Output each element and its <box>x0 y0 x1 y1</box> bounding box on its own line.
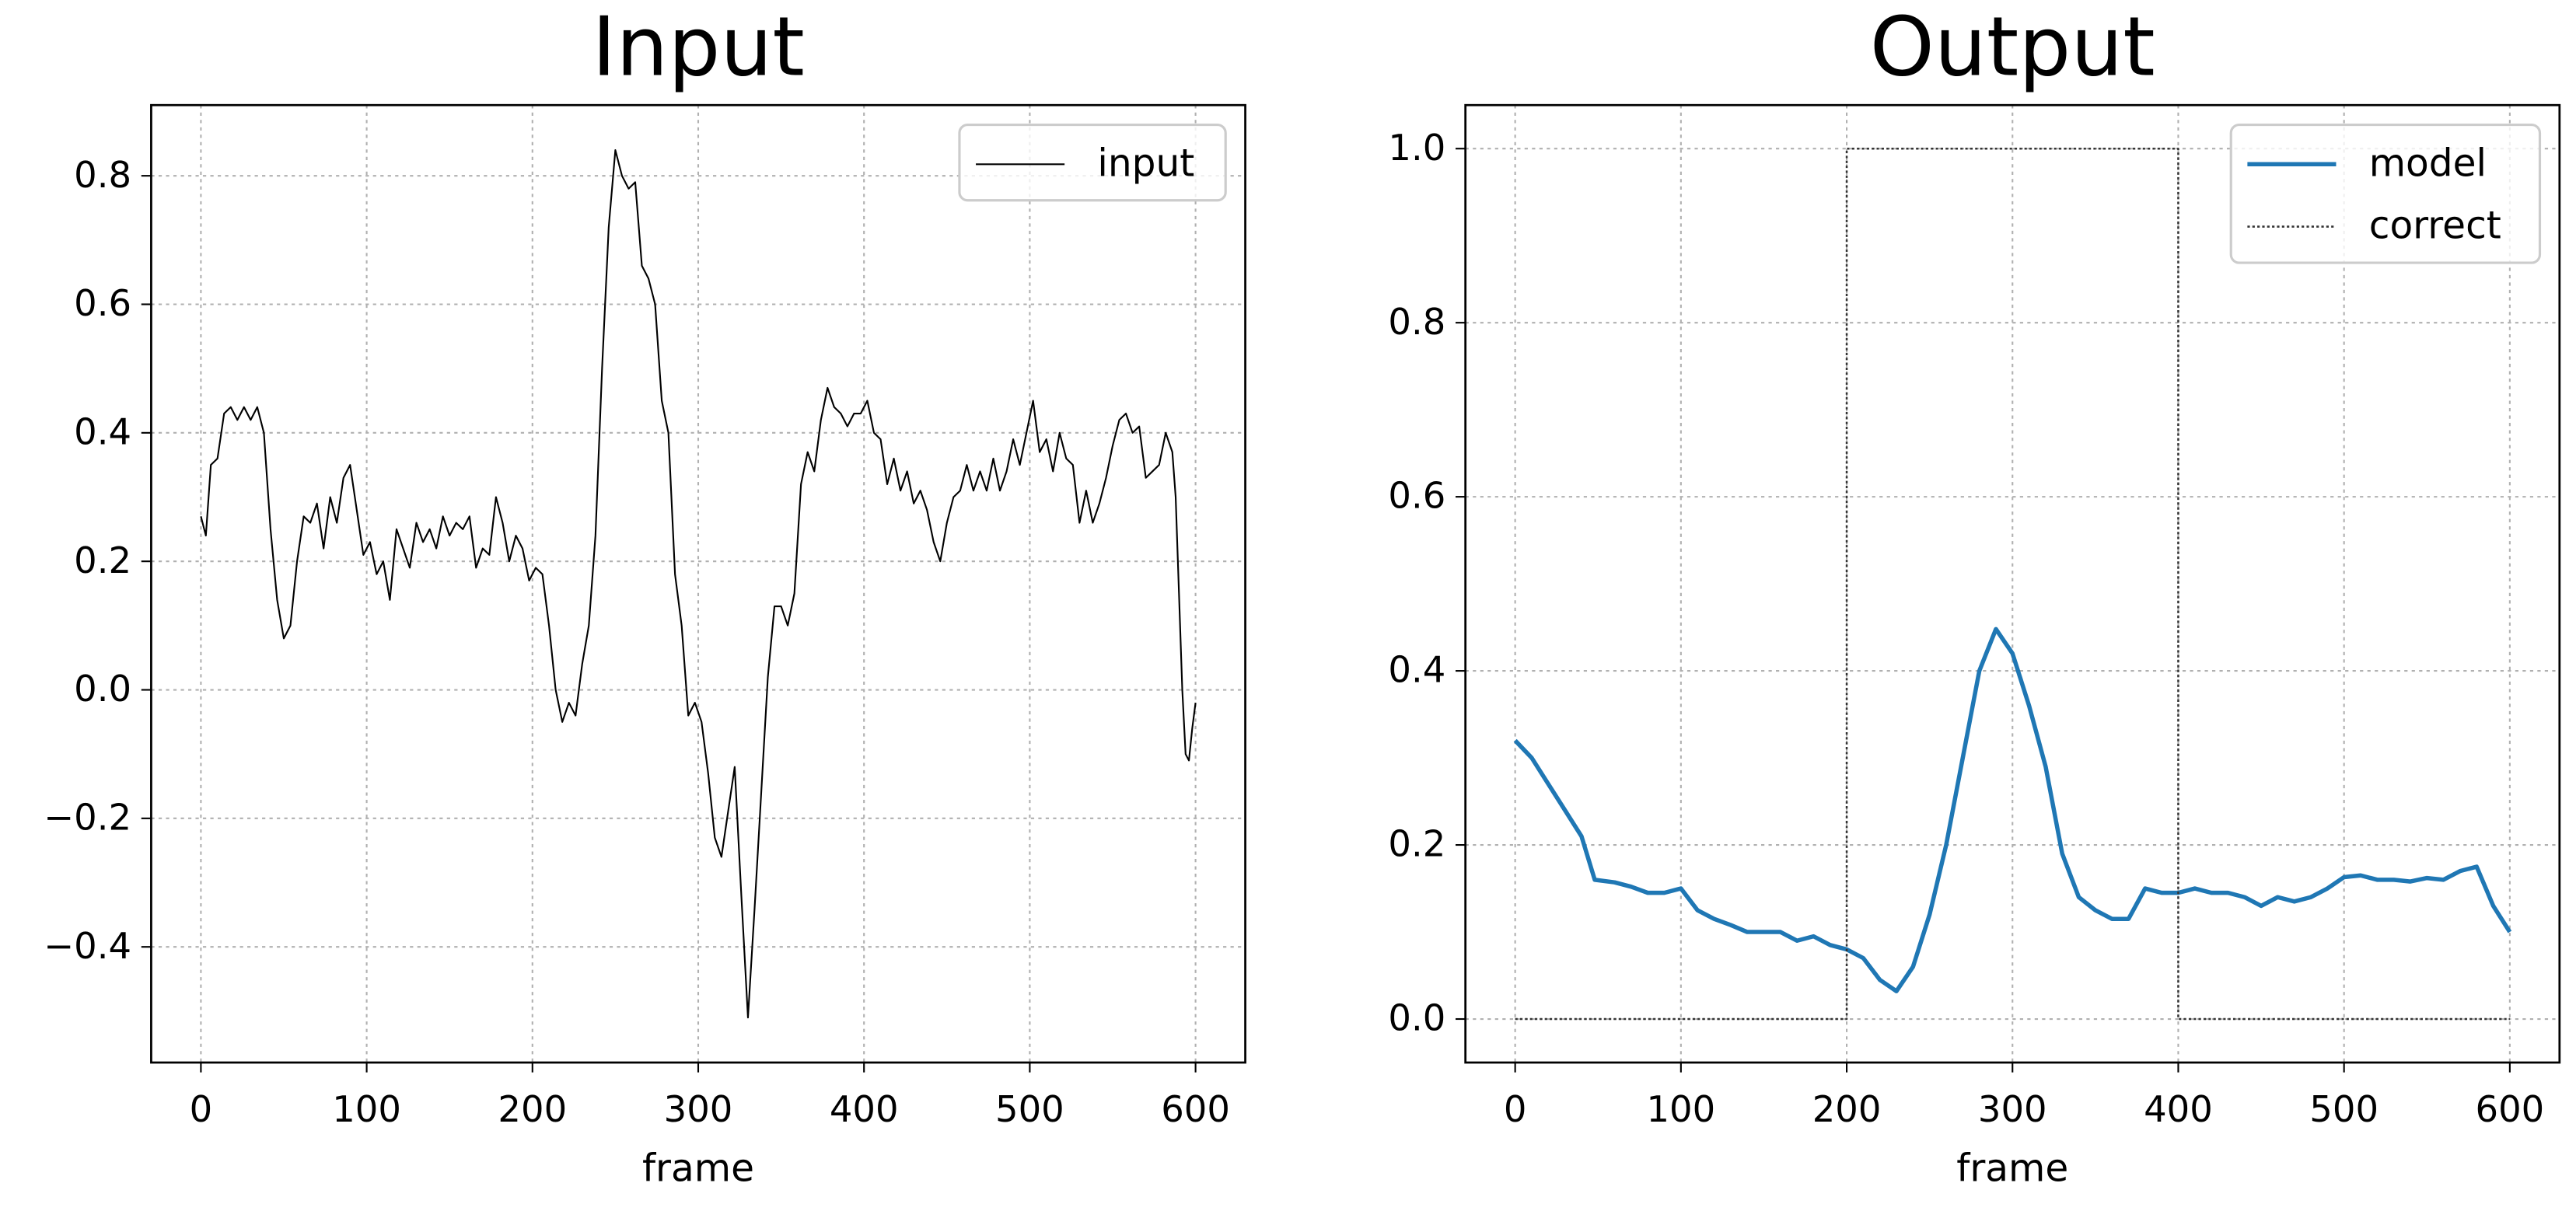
y-tick-label: 0.2 <box>74 539 131 581</box>
x-axis-label: frame <box>1956 1146 2068 1190</box>
x-tick-label: 400 <box>830 1088 899 1130</box>
x-tick-label: 0 <box>190 1088 213 1130</box>
y-tick-label: 1.0 <box>1388 127 1445 169</box>
x-tick-label: 400 <box>2144 1088 2213 1130</box>
x-tick-label: 500 <box>2309 1088 2379 1130</box>
x-tick-label: 0 <box>1504 1088 1527 1130</box>
x-tick-label: 200 <box>1812 1088 1882 1130</box>
x-tick-label: 500 <box>995 1088 1064 1130</box>
y-tick-label: 0.6 <box>74 282 131 324</box>
x-tick-label: 100 <box>1646 1088 1715 1130</box>
plot-frame <box>1464 103 2561 1064</box>
y-tick-label: 0.8 <box>74 154 131 196</box>
y-tick-label: 0.0 <box>1388 997 1445 1039</box>
chart: Output frame 0 100 200 300 400 500 600 0.0 0.2 0.4 0… <box>1388 0 2561 1190</box>
y-tick-label: 0.6 <box>1388 475 1445 517</box>
legend-label: correct <box>2369 204 2501 248</box>
legend-label: input <box>1097 141 1194 185</box>
y-tick-label: 0.8 <box>1388 301 1445 343</box>
legend-box <box>2229 123 2542 264</box>
y-tick-label: −0.4 <box>44 925 131 967</box>
data-line <box>1515 147 2510 1021</box>
data-line <box>200 149 1197 1019</box>
x-tick-label: 100 <box>332 1088 401 1130</box>
x-tick-label: 600 <box>1161 1088 1230 1130</box>
legend-box <box>958 123 1227 202</box>
chart-title: Input <box>592 0 805 94</box>
y-tick-label: 0.4 <box>1388 649 1445 691</box>
data-line <box>1513 626 2512 993</box>
y-tick-label: 0.0 <box>74 668 131 710</box>
x-axis-label: frame <box>642 1146 754 1190</box>
x-tick-label: 300 <box>1978 1088 2047 1130</box>
x-tick-label: 200 <box>498 1088 567 1130</box>
x-tick-label: 600 <box>2476 1088 2545 1130</box>
chart: Input frame 0 100 200 300 400 500 600 −0.4 −0.2 0.0… <box>44 0 1246 1190</box>
legend-label: model <box>2369 141 2487 185</box>
y-tick-label: 0.2 <box>1388 823 1445 865</box>
chart-title: Output <box>1870 0 2155 94</box>
y-tick-label: −0.2 <box>44 796 131 838</box>
x-tick-label: 300 <box>664 1088 733 1130</box>
plot-frame <box>150 103 1246 1064</box>
y-tick-label: 0.4 <box>74 410 131 452</box>
